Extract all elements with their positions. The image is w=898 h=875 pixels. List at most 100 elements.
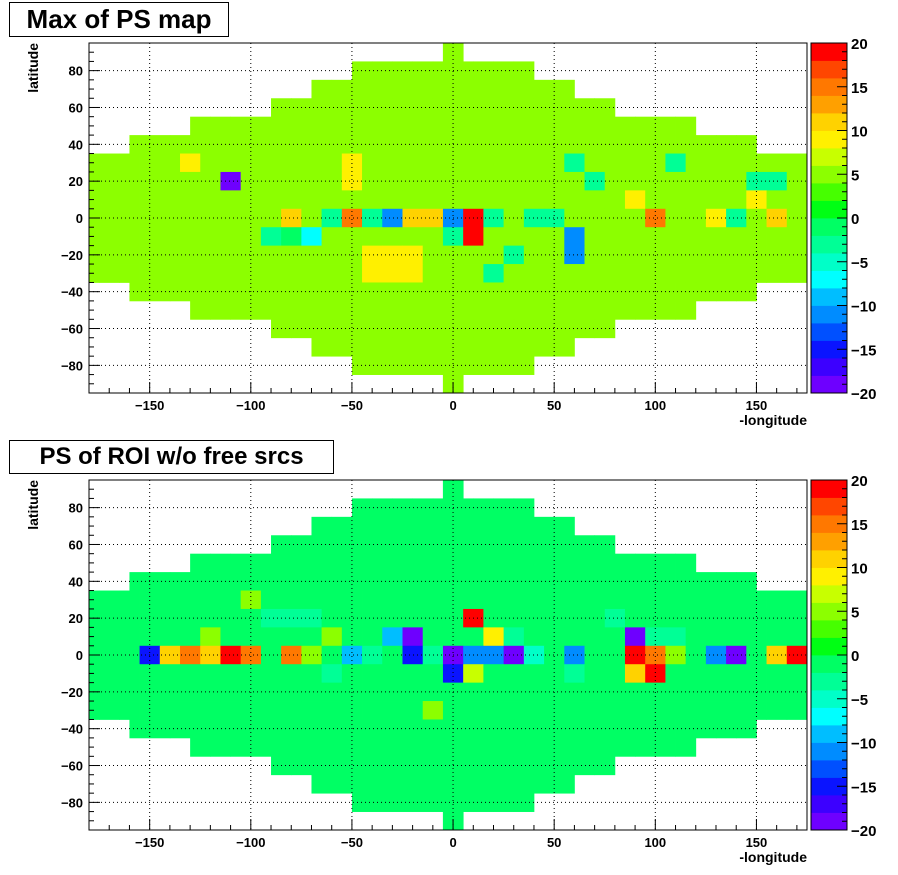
- heatmap-cell: [281, 590, 302, 610]
- heatmap-cell: [139, 701, 161, 720]
- heatmap-cell: [220, 701, 242, 720]
- colorbar-swatch: [811, 165, 847, 184]
- heatmap-cell: [473, 572, 494, 591]
- heatmap-cell: [362, 701, 383, 720]
- heatmap-cell: [432, 337, 454, 357]
- heatmap-cell: [260, 682, 282, 702]
- heatmap-cell: [705, 208, 727, 228]
- heatmap-cell: [715, 719, 737, 739]
- heatmap-cell: [645, 608, 666, 628]
- heatmap-cell: [200, 608, 221, 628]
- heatmap-cell: [341, 608, 363, 628]
- heatmap-cell: [311, 516, 333, 536]
- heatmap-cell: [513, 337, 535, 357]
- heatmap-cell: [453, 737, 474, 757]
- heatmap-cell: [291, 553, 312, 573]
- heatmap-cell: [321, 701, 343, 720]
- heatmap-cell: [180, 190, 201, 210]
- heatmap-cell: [392, 300, 414, 320]
- heatmap-cell: [473, 337, 494, 357]
- heatmap-cell: [473, 498, 494, 518]
- heatmap-cell: [321, 153, 343, 173]
- heatmap-cell: [402, 190, 424, 210]
- heatmap-cell: [574, 116, 596, 136]
- heatmap-cell: [766, 682, 788, 702]
- heatmap-cell: [766, 208, 788, 228]
- heatmap-cell: [473, 774, 494, 794]
- heatmap-cell: [180, 645, 201, 665]
- heatmap-cell: [331, 282, 353, 302]
- heatmap-cell: [372, 319, 393, 339]
- heatmap-cell: [554, 282, 575, 302]
- heatmap-cell: [372, 356, 393, 375]
- heatmap-cell: [220, 682, 242, 702]
- heatmap-cell: [331, 535, 353, 555]
- heatmap-cell: [190, 719, 211, 739]
- heatmap-cell: [493, 516, 515, 536]
- heatmap-cell: [271, 553, 292, 573]
- heatmap-cell: [311, 337, 333, 357]
- heatmap-cell: [412, 553, 434, 573]
- heatmap-cell: [382, 245, 403, 265]
- heatmap-cell: [422, 153, 444, 173]
- heatmap-cell: [442, 227, 464, 247]
- colorbar-tick-label: 5: [851, 604, 859, 621]
- heatmap-cell: [190, 282, 211, 302]
- heatmap-cell: [139, 227, 161, 247]
- heatmap-cell: [119, 627, 140, 647]
- heatmap-cell: [159, 208, 181, 228]
- colorbar-swatch: [811, 60, 847, 79]
- heatmap-cell: [250, 737, 272, 757]
- heatmap-cell: [260, 590, 282, 610]
- colorbar-swatch: [811, 200, 847, 219]
- heatmap-cell: [463, 701, 484, 720]
- heatmap-cell: [240, 208, 262, 228]
- ps-of-roi-axes: −150 −100 −50 0 50 100 150 −80 −60 −40 −20 0 20 40 60 8…: [61, 479, 798, 850]
- y-tick-label: −80: [61, 795, 83, 810]
- x-tick-label: 150: [746, 398, 768, 413]
- heatmap-cell: [554, 719, 575, 739]
- heatmap-cell: [453, 337, 474, 357]
- heatmap-cell: [351, 498, 373, 518]
- heatmap-cell: [331, 572, 353, 591]
- heatmap-cell: [695, 282, 717, 302]
- heatmap-cell: [190, 737, 211, 757]
- heatmap-cell: [564, 190, 585, 210]
- heatmap-cell: [726, 208, 747, 228]
- y-tick-label: 20: [69, 174, 83, 189]
- heatmap-cell: [766, 627, 788, 647]
- heatmap-cell: [281, 682, 302, 702]
- heatmap-cell: [685, 245, 707, 265]
- heatmap-cell: [604, 645, 626, 665]
- heatmap-cell: [240, 701, 262, 720]
- heatmap-cell: [645, 664, 666, 684]
- heatmap-cell: [726, 682, 747, 702]
- heatmap-cell: [301, 590, 322, 610]
- heatmap-cell: [604, 590, 626, 610]
- heatmap-cell: [503, 190, 525, 210]
- heatmap-cell: [523, 171, 545, 191]
- heatmap-cell: [200, 590, 221, 610]
- heatmap-cell: [513, 774, 535, 794]
- heatmap-cell: [89, 264, 100, 283]
- heatmap-cell: [554, 756, 575, 776]
- heatmap-cell: [210, 572, 231, 591]
- heatmap-cell: [321, 627, 343, 647]
- heatmap-cell: [301, 171, 322, 191]
- heatmap-cell: [351, 737, 373, 757]
- heatmap-cell: [382, 701, 403, 720]
- heatmap-cell: [614, 737, 636, 757]
- heatmap-cell: [372, 793, 393, 812]
- heatmap-cell: [483, 590, 505, 610]
- heatmap-cell: [89, 590, 100, 610]
- heatmap-cell: [331, 719, 353, 739]
- colorbar-swatch: [811, 812, 847, 831]
- heatmap-cell: [89, 153, 100, 173]
- heatmap-cell: [594, 300, 616, 320]
- heatmap-cell: [665, 608, 687, 628]
- heatmap-cell: [513, 498, 535, 518]
- heatmap-cell: [99, 590, 120, 610]
- heatmap-cell: [746, 208, 767, 228]
- heatmap-cell: [260, 645, 282, 665]
- heatmap-cell: [705, 227, 727, 247]
